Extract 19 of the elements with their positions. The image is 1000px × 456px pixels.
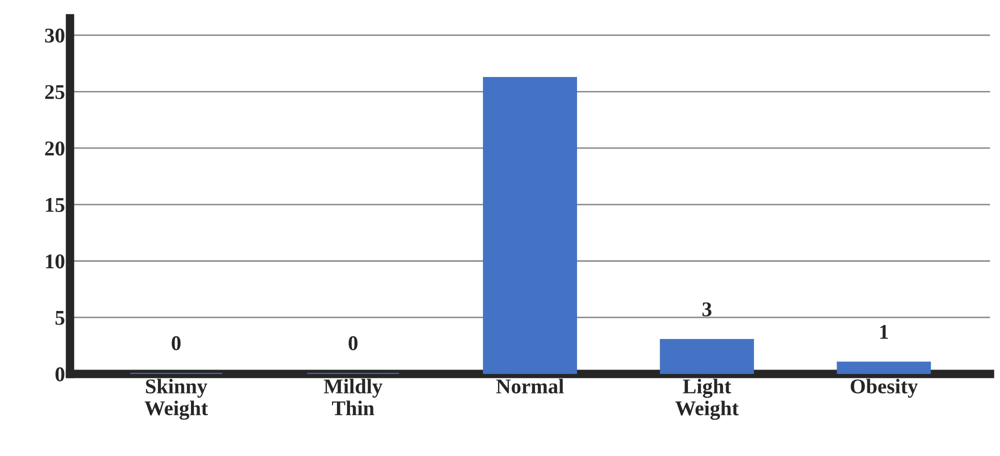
bar xyxy=(836,362,931,374)
data-label: 0 xyxy=(348,336,358,350)
y-tick-label: 20 xyxy=(45,141,64,156)
y-tick-label: 10 xyxy=(46,254,64,268)
x-tick-label: Light Weight xyxy=(675,378,739,420)
y-tick-label: 0 xyxy=(56,367,64,382)
y-tick-label: 25 xyxy=(45,85,64,100)
y-tick-label: 5 xyxy=(56,311,64,325)
bar xyxy=(660,339,754,374)
bar xyxy=(482,77,578,374)
y-tick-label: 30 xyxy=(45,28,64,43)
x-tick-label: Mildly Thin xyxy=(324,378,382,416)
x-tick-label: Normal xyxy=(496,378,564,394)
data-label: 3 xyxy=(702,302,712,316)
data-label: 1 xyxy=(880,324,888,339)
y-tick-label: 15 xyxy=(46,198,64,212)
x-tick-label: Obesity xyxy=(850,378,918,398)
data-label: 0 xyxy=(172,336,181,350)
x-tick-label: Skinny Weight xyxy=(144,378,208,420)
